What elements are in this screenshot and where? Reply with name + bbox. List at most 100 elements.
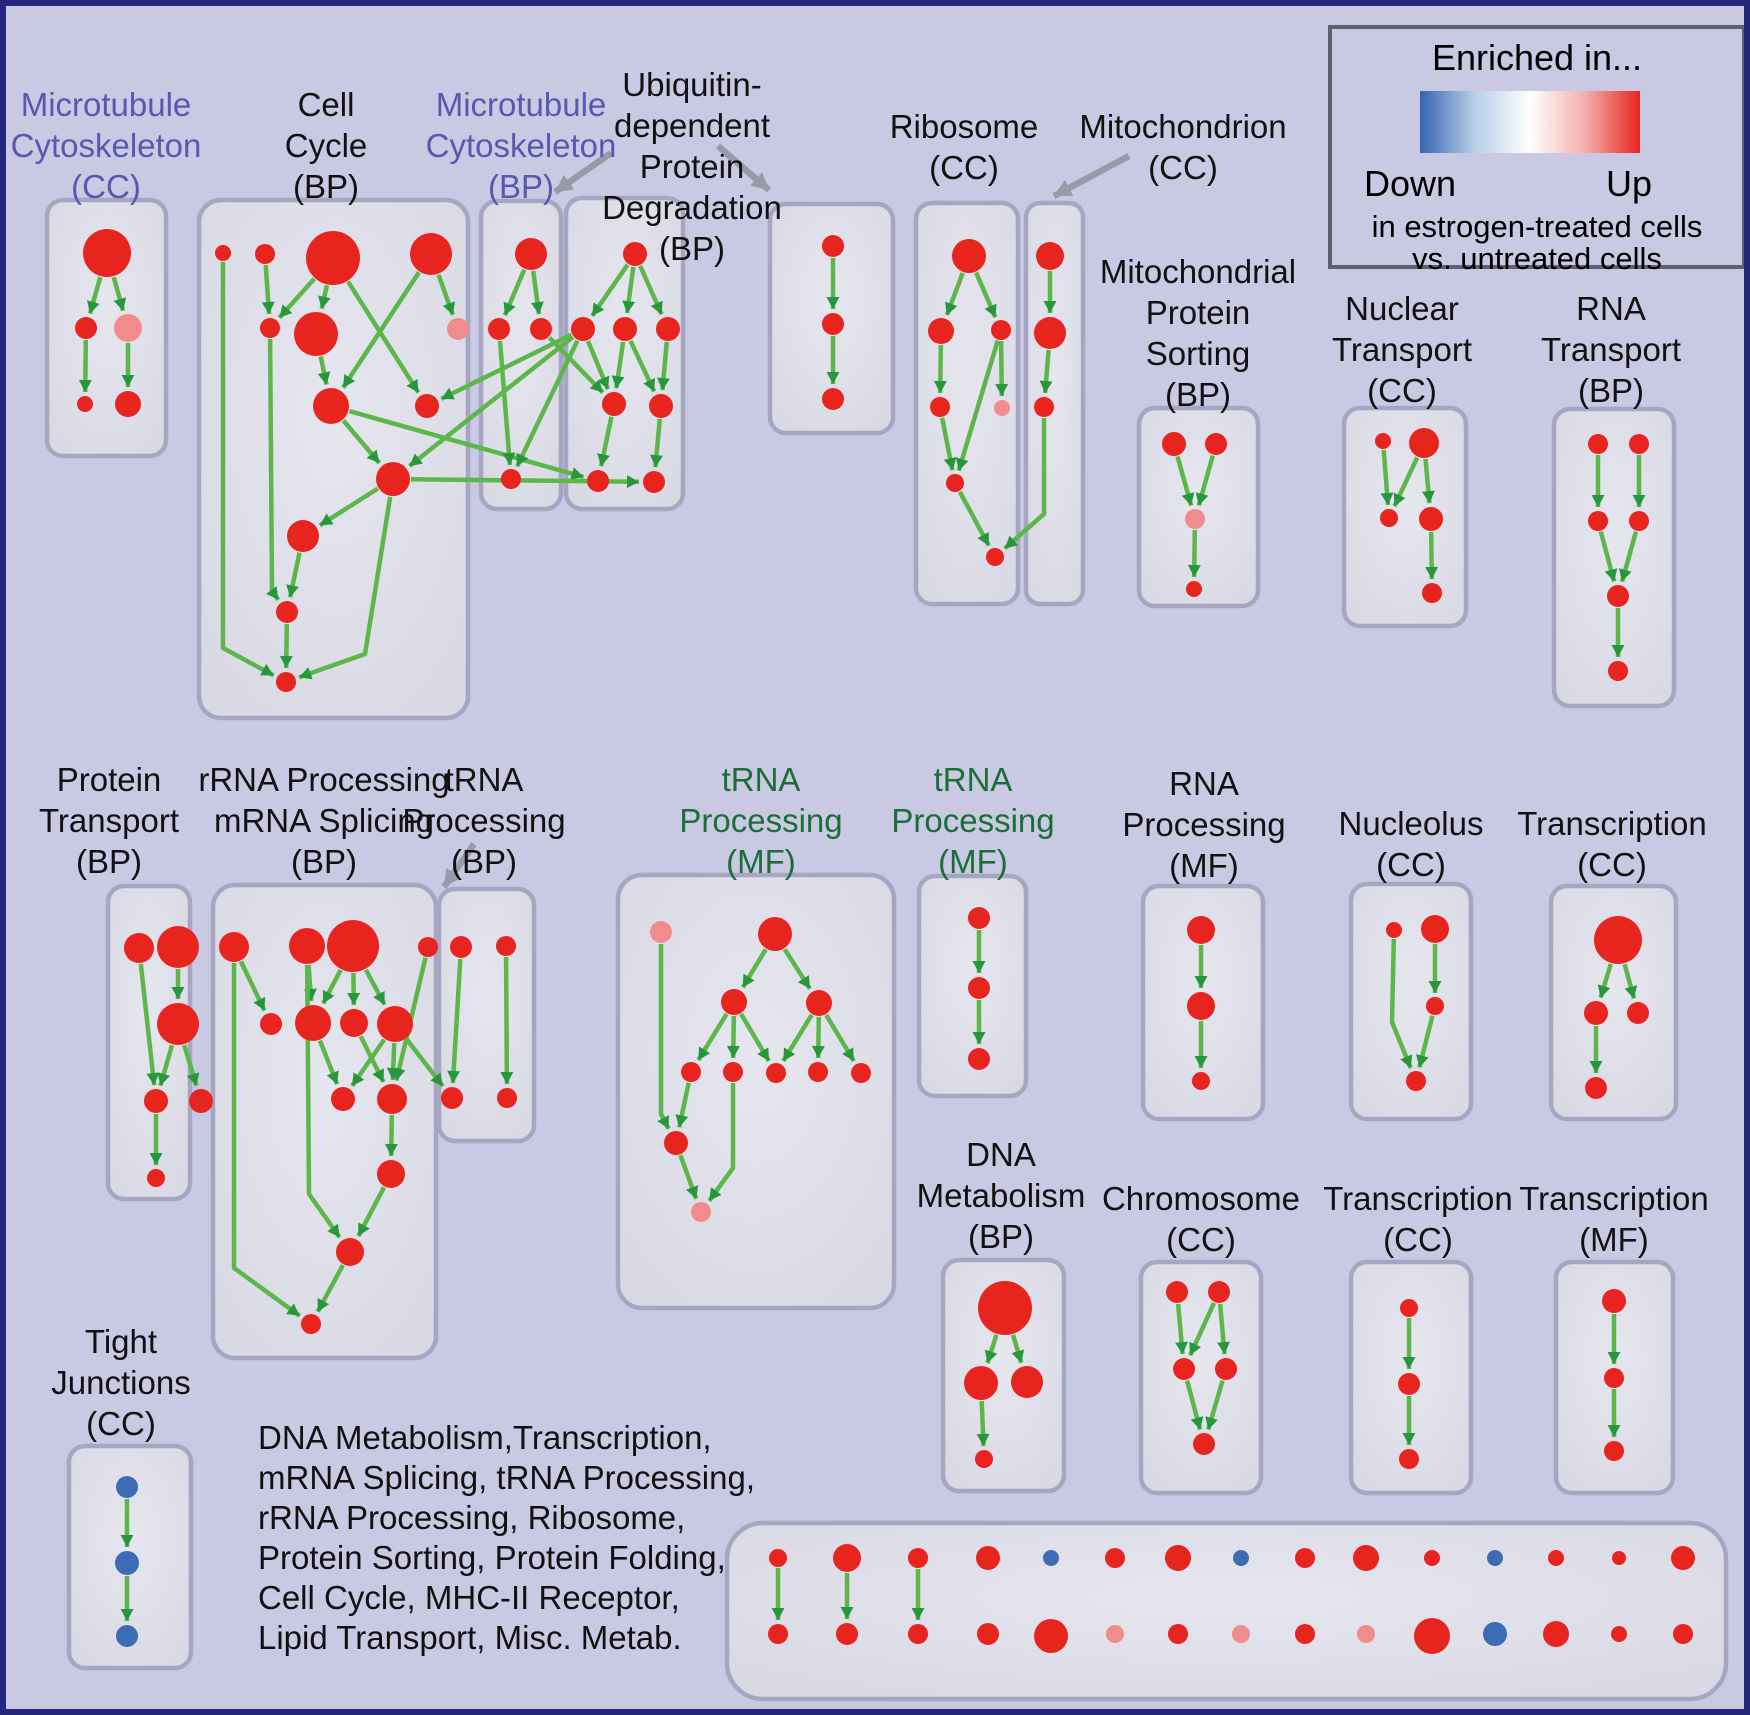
go-term-node (1192, 1072, 1210, 1090)
go-term-node (1604, 1368, 1624, 1388)
cluster-box (478, 198, 564, 512)
cluster-label-line: Microtubule (435, 86, 607, 123)
hierarchy-edge (944, 272, 965, 316)
go-term-node (1353, 1545, 1379, 1571)
hierarchy-edge (350, 1038, 387, 1088)
hierarchy-edge (266, 338, 281, 602)
cluster-label: Protein Transport (BP) (6, 759, 289, 882)
go-term-node (1419, 507, 1443, 531)
hierarchy-edge (657, 944, 671, 1130)
go-term-node (1487, 1550, 1503, 1566)
hierarchy-edge (622, 266, 636, 314)
go-term-nodes (75, 229, 1695, 1654)
go-term-node (289, 928, 325, 964)
cluster-label-line: (CC) (929, 149, 999, 186)
go-term-node (1612, 1551, 1626, 1565)
hierarchy-edge (502, 268, 527, 317)
hierarchy-edge (530, 270, 544, 315)
go-term-node (377, 1084, 407, 1114)
hierarchy-edge (404, 1037, 445, 1088)
go-term-node (691, 1202, 711, 1222)
hierarchy-edge (707, 1083, 736, 1203)
go-term-node (664, 1131, 688, 1155)
hierarchy-edge (824, 1013, 856, 1063)
hierarchy-edge (611, 341, 626, 389)
hierarchy-edge (515, 339, 580, 468)
cluster-label-line: Mitochondrial (1099, 253, 1297, 290)
hierarchy-edge (1003, 418, 1047, 551)
go-term-node (1232, 1625, 1250, 1643)
cluster-box (1136, 405, 1261, 609)
go-term-node (1673, 1624, 1693, 1644)
cluster-label-line: Transport (1332, 331, 1472, 368)
go-term-node (1295, 1548, 1315, 1568)
go-term-node (1611, 1626, 1627, 1642)
hierarchy-edge (1597, 963, 1613, 999)
go-term-node (1594, 916, 1642, 964)
go-term-node (295, 1005, 331, 1041)
hierarchy-edge (341, 419, 382, 465)
cluster-box (1348, 881, 1474, 1122)
go-term-node (1187, 992, 1215, 1020)
go-term-node (530, 318, 552, 340)
hierarchy-edge (1195, 454, 1215, 507)
go-term-node (650, 921, 672, 943)
legend-subtitle-line2: vs. untreated cells (1412, 241, 1662, 276)
go-term-node (1034, 1619, 1068, 1653)
hierarchy-edge (317, 356, 331, 385)
cluster-label-line: Ubiquitin- (622, 66, 762, 103)
hierarchy-edge (157, 1044, 175, 1087)
go-term-node (1043, 1550, 1059, 1566)
go-term-node (313, 388, 349, 424)
hierarchy-edge (1205, 1379, 1225, 1431)
network-canvas (44, 143, 1729, 1702)
hierarchy-edge (500, 956, 514, 1085)
cluster-label-line: Nucleolus (1338, 805, 1484, 842)
go-term-node (1357, 1625, 1375, 1643)
go-term-node (1607, 585, 1629, 607)
go-term-node (1588, 434, 1608, 454)
cluster-box (1548, 883, 1679, 1122)
hierarchy-edge (261, 264, 275, 315)
cluster-box (913, 200, 1021, 607)
go-term-node (340, 1009, 368, 1037)
cluster-label: Nucleolus (CC) (1231, 803, 1591, 885)
hierarchy-edge (436, 273, 456, 316)
cluster-label-line: Transcription (1519, 1180, 1709, 1217)
go-term-node (1585, 1077, 1607, 1099)
go-term-node (1483, 1622, 1507, 1646)
hierarchy-edge (984, 1334, 999, 1364)
cluster-label-line: RNA (1169, 765, 1239, 802)
hierarchy-edge (597, 416, 614, 467)
hierarchy-edge (739, 1012, 771, 1063)
cluster-label-line: Degradation (602, 189, 782, 226)
cluster-label: tRNA Processing (MF) (793, 759, 1153, 882)
go-term-node (75, 317, 97, 339)
go-term-node (410, 233, 452, 275)
hierarchy-edge (238, 960, 267, 1012)
go-term-node (1193, 1433, 1215, 1455)
cluster-label-line: DNA (966, 1136, 1036, 1173)
uncategorized-terms-line: mRNA Splicing, tRNA Processing, (258, 1459, 756, 1496)
hierarchy-edge (1421, 458, 1435, 504)
go-term-node (822, 235, 844, 257)
cluster-label: Transcription (MF) (1434, 1178, 1744, 1260)
go-term-node (1105, 1548, 1125, 1568)
legend-up-label: Up (1605, 163, 1653, 204)
cluster-label-line: (CC) (1166, 1221, 1236, 1258)
go-term-node (1205, 433, 1227, 455)
cluster-label-line: (BP) (76, 843, 142, 880)
go-term-node (1036, 242, 1064, 270)
label-pointer-arrow-icon (715, 143, 772, 193)
hierarchy-edge (1380, 449, 1394, 506)
go-term-node (766, 1063, 786, 1083)
go-term-node (851, 1063, 871, 1083)
go-term-node (496, 936, 516, 956)
go-term-node (946, 474, 964, 492)
hierarchy-edge (811, 1016, 825, 1059)
hierarchy-edge (317, 284, 331, 310)
go-term-node (447, 318, 469, 340)
cluster-label-line: Processing (679, 802, 843, 839)
cluster-label: Transcription (CC) (1238, 1178, 1598, 1260)
